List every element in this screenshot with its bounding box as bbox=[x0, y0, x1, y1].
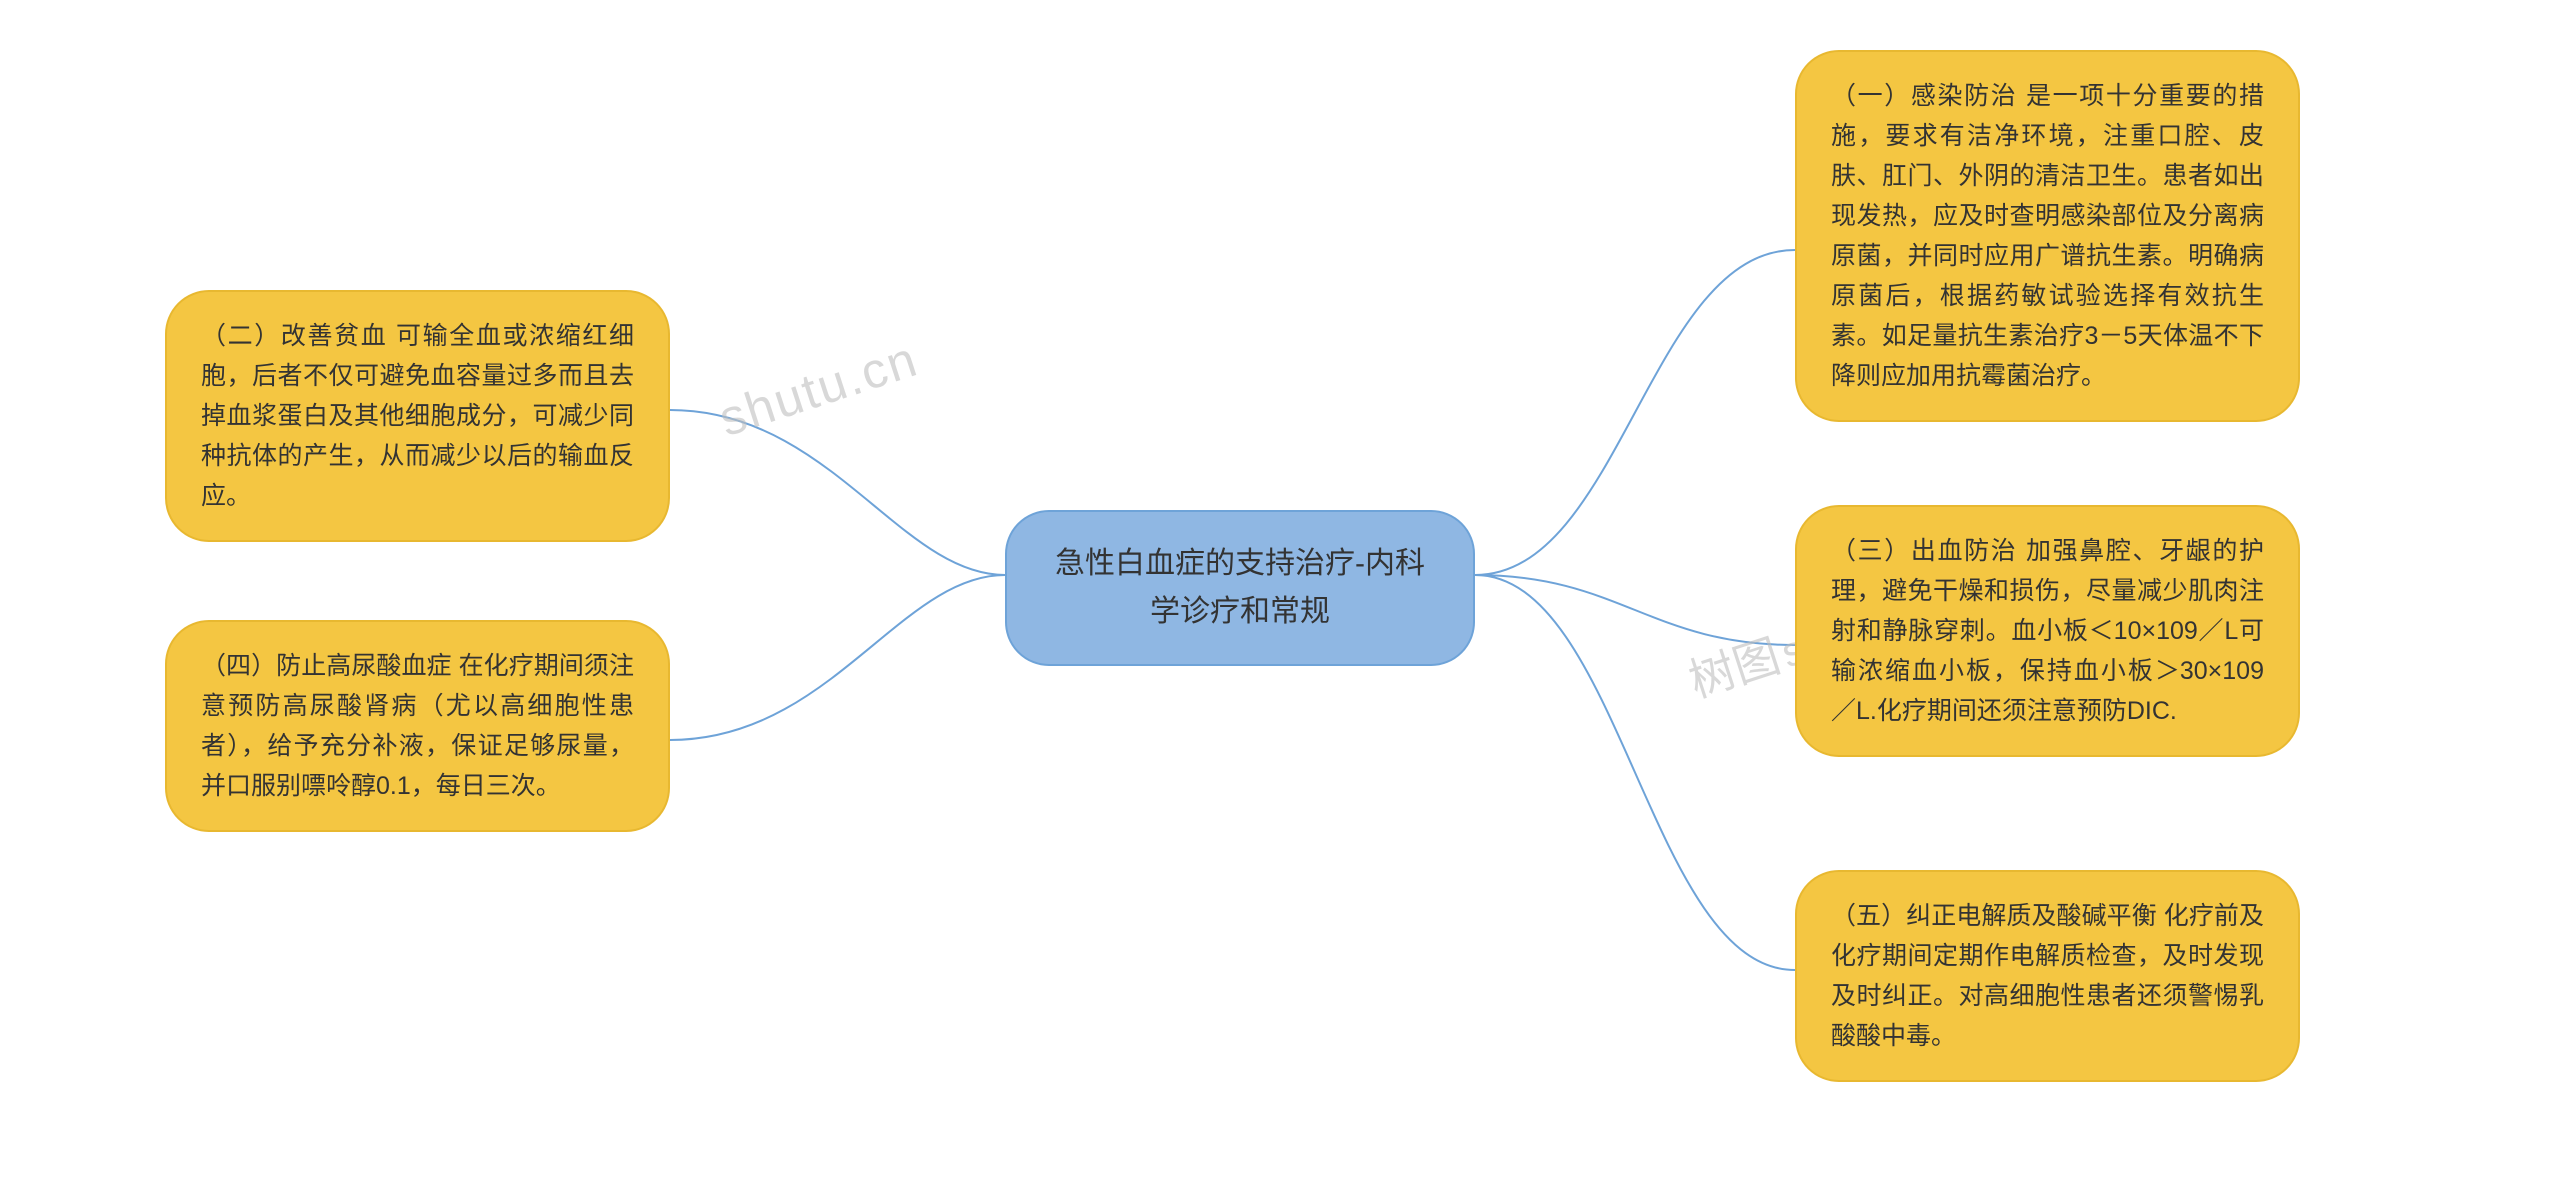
leaf-node-2[interactable]: （二）改善贫血 可输全血或浓缩红细胞，后者不仅可避免血容量过多而且去掉血浆蛋白及… bbox=[165, 290, 670, 542]
leaf-node-1-text: （一）感染防治 是一项十分重要的措施，要求有洁净环境，注重口腔、皮肤、肛门、外阴… bbox=[1831, 82, 2264, 390]
leaf-node-4[interactable]: （四）防止高尿酸血症 在化疗期间须注意预防高尿酸肾病（尤以高细胞性患者），给予充… bbox=[165, 620, 670, 832]
connector-n2 bbox=[670, 410, 1005, 575]
leaf-node-3-text: （三）出血防治 加强鼻腔、牙龈的护理，避免干燥和损伤，尽量减少肌肉注射和静脉穿刺… bbox=[1831, 537, 2264, 725]
connector-n3 bbox=[1475, 575, 1795, 645]
connector-n5 bbox=[1475, 575, 1795, 970]
leaf-node-2-text: （二）改善贫血 可输全血或浓缩红细胞，后者不仅可避免血容量过多而且去掉血浆蛋白及… bbox=[201, 322, 634, 510]
leaf-node-5[interactable]: （五）纠正电解质及酸碱平衡 化疗前及化疗期间定期作电解质检查，及时发现及时纠正。… bbox=[1795, 870, 2300, 1082]
center-node[interactable]: 急性白血症的支持治疗-内科学诊疗和常规 bbox=[1005, 510, 1475, 666]
center-node-text: 急性白血症的支持治疗-内科学诊疗和常规 bbox=[1055, 547, 1425, 628]
connector-n1 bbox=[1475, 250, 1795, 575]
leaf-node-3[interactable]: （三）出血防治 加强鼻腔、牙龈的护理，避免干燥和损伤，尽量减少肌肉注射和静脉穿刺… bbox=[1795, 505, 2300, 757]
mindmap-canvas: 树图 shutu.cn shutu.cn 树图 shutu 急性白血症的支持治疗… bbox=[0, 0, 2560, 1200]
leaf-node-1[interactable]: （一）感染防治 是一项十分重要的措施，要求有洁净环境，注重口腔、皮肤、肛门、外阴… bbox=[1795, 50, 2300, 422]
watermark-2: shutu.cn bbox=[712, 329, 925, 448]
leaf-node-4-text: （四）防止高尿酸血症 在化疗期间须注意预防高尿酸肾病（尤以高细胞性患者），给予充… bbox=[201, 652, 634, 800]
connector-n4 bbox=[670, 575, 1005, 740]
leaf-node-5-text: （五）纠正电解质及酸碱平衡 化疗前及化疗期间定期作电解质检查，及时发现及时纠正。… bbox=[1831, 902, 2264, 1050]
